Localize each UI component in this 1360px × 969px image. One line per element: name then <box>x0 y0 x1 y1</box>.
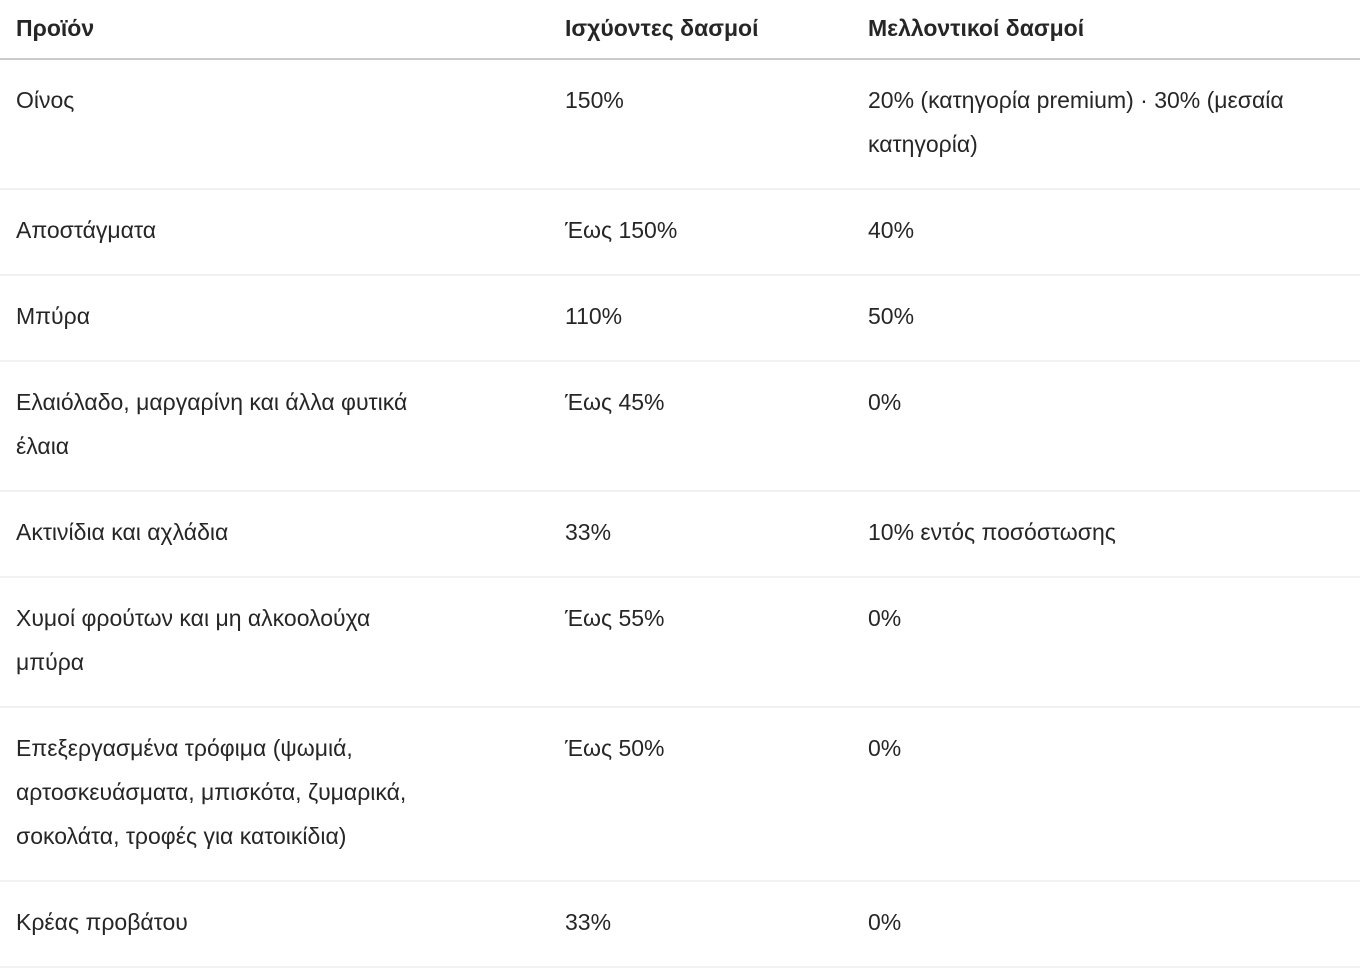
table-row-kiwis-pears: Ακτινίδια και αχλάδια 33% 10% εντός ποσό… <box>0 491 1360 578</box>
column-header-product: Προϊόν <box>0 0 565 60</box>
future-tariff-cell: 0% <box>868 361 1360 492</box>
table-row-beer: Μπύρα 110% 50% <box>0 275 1360 362</box>
current-tariff-cell: Έως 45% <box>565 361 868 492</box>
future-tariff-cell: 0% <box>868 881 1360 968</box>
table-row-processed-foods: Επεξεργασμένα τρόφιμα (ψωμιά, αρτοσκευάσ… <box>0 707 1360 882</box>
column-header-current-tariffs: Ισχύοντες δασμοί <box>565 0 868 60</box>
table-row-wine: Οίνος 150% 20% (κατηγορία premium) · 30%… <box>0 59 1360 190</box>
product-cell: Κρέας προβάτου <box>0 881 565 968</box>
product-cell: Ακτινίδια και αχλάδια <box>0 491 565 578</box>
table-row-spirits: Αποστάγματα Έως 150% 40% <box>0 189 1360 276</box>
current-tariff-cell: 33% <box>565 491 868 578</box>
product-cell: Μπύρα <box>0 275 565 362</box>
future-tariff-cell: 20% (κατηγορία premium) · 30% (μεσαία κα… <box>868 59 1360 190</box>
header-row: Προϊόν Ισχύοντες δασμοί Μελλοντικοί δασμ… <box>0 0 1360 60</box>
table-row-olive-oil: Ελαιόλαδο, μαργαρίνη και άλλα φυτικά έλα… <box>0 361 1360 492</box>
product-cell: Ελαιόλαδο, μαργαρίνη και άλλα φυτικά έλα… <box>0 361 565 492</box>
table-header: Προϊόν Ισχύοντες δασμοί Μελλοντικοί δασμ… <box>0 0 1360 60</box>
current-tariff-cell: 33% <box>565 881 868 968</box>
current-tariff-cell: Έως 55% <box>565 577 868 708</box>
current-tariff-cell: Έως 50% <box>565 707 868 882</box>
current-tariff-cell: 110% <box>565 275 868 362</box>
future-tariff-cell: 10% εντός ποσόστωσης <box>868 491 1360 578</box>
future-tariff-cell: 0% <box>868 707 1360 882</box>
table-row-fruit-juices: Χυμοί φρούτων και μη αλκοολούχα μπύρα Έω… <box>0 577 1360 708</box>
table-body: Οίνος 150% 20% (κατηγορία premium) · 30%… <box>0 59 1360 969</box>
future-tariff-cell: 0% <box>868 577 1360 708</box>
current-tariff-cell: Έως 150% <box>565 189 868 276</box>
column-header-future-tariffs: Μελλοντικοί δασμοί <box>868 0 1360 60</box>
product-cell: Οίνος <box>0 59 565 190</box>
future-tariff-cell: 50% <box>868 275 1360 362</box>
table-row-sheep-meat: Κρέας προβάτου 33% 0% <box>0 881 1360 968</box>
product-cell: Αποστάγματα <box>0 189 565 276</box>
current-tariff-cell: 150% <box>565 59 868 190</box>
product-cell: Χυμοί φρούτων και μη αλκοολούχα μπύρα <box>0 577 565 708</box>
product-cell: Επεξεργασμένα τρόφιμα (ψωμιά, αρτοσκευάσ… <box>0 707 565 882</box>
future-tariff-cell: 40% <box>868 189 1360 276</box>
